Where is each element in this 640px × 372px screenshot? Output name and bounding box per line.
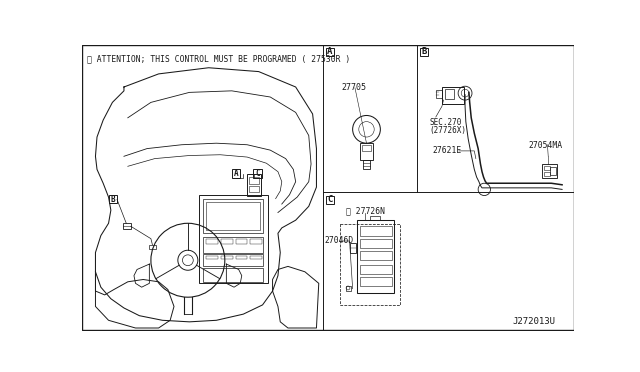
Bar [123,223,131,230]
Bar [198,195,268,283]
Bar [360,277,392,286]
Text: C: C [255,169,260,178]
Bar [109,195,117,203]
Text: 27621E: 27621E [432,146,461,155]
Text: ※ ATTENTION; THIS CONTROL MUST BE PROGRAMED ( 27530R ): ※ ATTENTION; THIS CONTROL MUST BE PROGRA… [87,54,350,63]
Text: A: A [234,169,238,178]
Bar [204,237,263,253]
Bar [369,216,380,220]
Bar [204,268,263,282]
Bar [250,186,259,192]
Bar [250,239,262,244]
Bar [349,243,356,253]
Bar [204,254,263,266]
Bar [542,164,557,178]
Bar [360,143,372,160]
Text: C: C [327,195,333,204]
Bar [360,265,392,274]
Text: B: B [421,48,426,57]
Bar [206,256,218,260]
Bar [445,89,454,99]
Text: 27054MA: 27054MA [528,141,563,150]
Bar [221,239,232,244]
Bar [442,87,463,104]
Bar [363,160,371,169]
Bar [326,48,334,56]
Bar [543,166,550,170]
Bar [247,174,261,196]
Bar [250,256,262,260]
Bar [550,167,556,175]
Bar [250,177,259,184]
Bar [232,169,240,178]
Bar [420,48,428,56]
Bar [543,172,550,176]
Bar [236,256,247,260]
Bar [360,239,392,248]
Bar [346,286,351,291]
Bar [360,226,392,235]
Bar [340,224,401,305]
Text: 27046D: 27046D [324,235,353,245]
Text: A: A [327,48,333,57]
Bar [326,196,334,204]
Text: B: B [111,195,115,203]
Text: J272013U: J272013U [513,317,556,326]
Bar [206,202,260,230]
Text: SEC.270: SEC.270 [429,118,462,127]
Bar [204,199,263,233]
Bar [206,239,218,244]
Bar [221,256,232,260]
Text: ※ 27726N: ※ 27726N [346,206,385,215]
Bar [360,251,392,260]
Text: 27705: 27705 [341,83,366,92]
Bar [149,245,156,250]
Text: (27726X): (27726X) [429,126,467,135]
Bar [253,169,262,178]
Bar [362,145,371,151]
Bar [236,239,247,244]
Bar [357,220,394,294]
Bar [436,90,442,98]
